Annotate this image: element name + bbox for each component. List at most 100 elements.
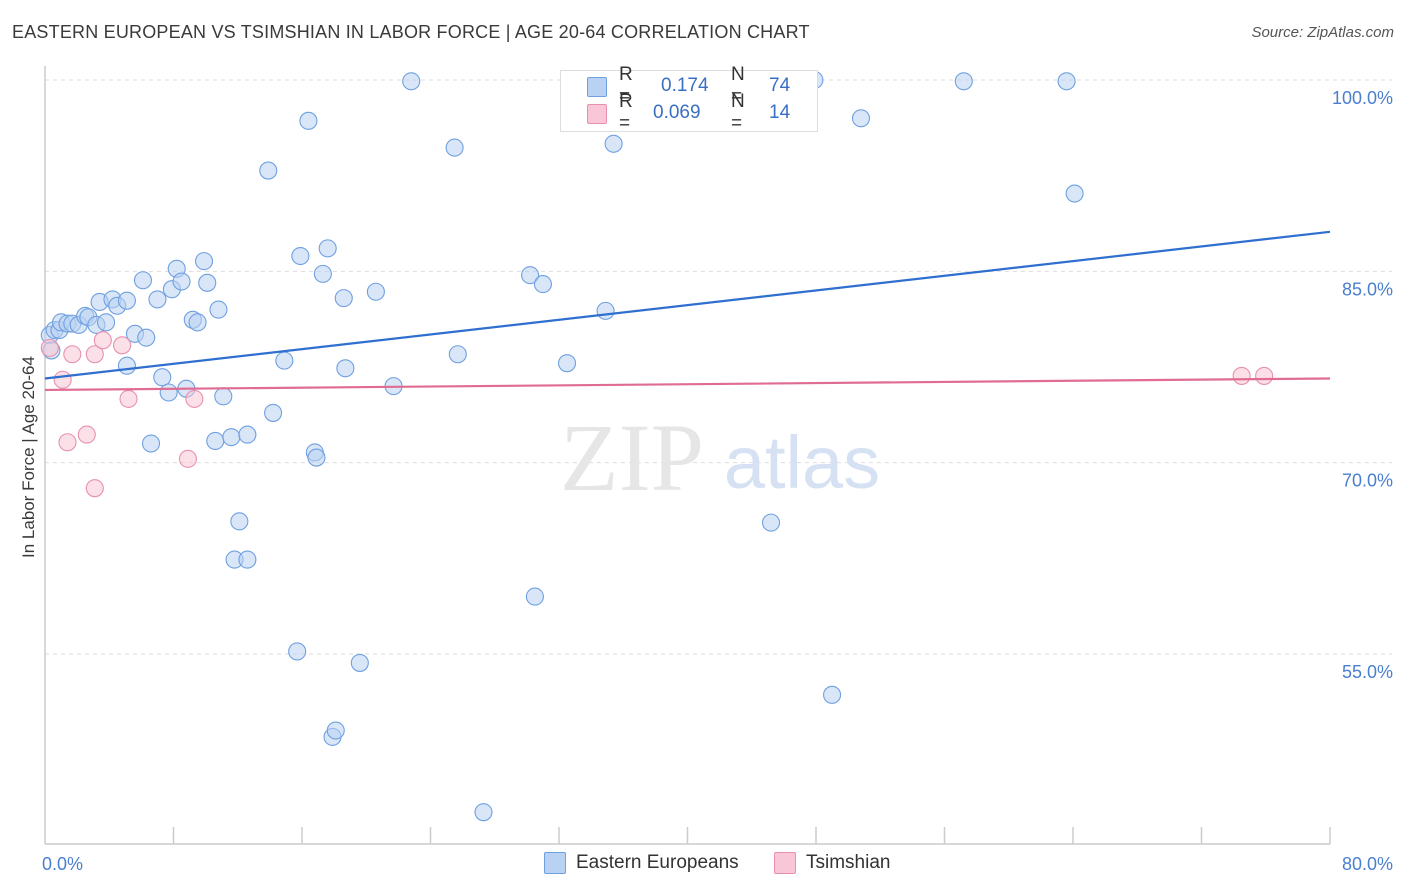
legend-r-value: 0.174 (661, 75, 709, 96)
eastern-europeans-point (299, 111, 318, 130)
legend-r-value: 0.069 (653, 102, 701, 123)
y-tick-label: 85.0% (1342, 279, 1393, 299)
eastern-europeans-point (604, 134, 623, 153)
y-axis-label: In Labor Force | Age 20-64 (19, 356, 38, 558)
eastern-europeans-point (230, 512, 249, 531)
eastern-europeans-point (198, 273, 217, 292)
eastern-europeans-point (117, 291, 136, 310)
tsimshian-point (85, 479, 104, 498)
eastern-europeans-point (533, 275, 552, 294)
legend-swatch-eastern-europeans (544, 852, 566, 874)
eastern-europeans-point (259, 161, 278, 180)
x-tick-label: 80.0% (1342, 854, 1393, 874)
eastern-europeans-point (214, 387, 233, 406)
eastern-europeans-point (1065, 184, 1084, 203)
eastern-europeans-point (148, 290, 167, 309)
tsimshian-point (93, 331, 112, 350)
tsimshian-point (40, 338, 59, 357)
legend-swatch-tsimshian (774, 852, 796, 874)
eastern-europeans-point (288, 642, 307, 661)
eastern-europeans-point (326, 721, 345, 740)
eastern-europeans-point (954, 72, 973, 91)
eastern-europeans-point (525, 587, 544, 606)
legend-item-eastern-europeans: Eastern Europeans (544, 852, 739, 874)
source-credit: Source: ZipAtlas.com (1251, 24, 1394, 41)
tsimshian-point (1255, 366, 1274, 385)
eastern-europeans-point (318, 239, 337, 258)
eastern-europeans-point (141, 434, 161, 453)
legend-swatch-eastern-europeans (587, 77, 607, 97)
chart-title: EASTERN EUROPEAN VS TSIMSHIAN IN LABOR F… (12, 22, 810, 42)
eastern-europeans-point (275, 351, 294, 370)
eastern-europeans-point (238, 550, 257, 569)
eastern-europeans-point (307, 448, 326, 467)
legend-n-value: 14 (769, 102, 791, 123)
axes (44, 66, 1331, 845)
y-tick-label: 70.0% (1342, 471, 1393, 491)
watermark: ZIP atlas (560, 404, 880, 511)
eastern-europeans-point (96, 313, 116, 332)
x-tick-label: 0.0% (42, 854, 83, 874)
eastern-europeans-trend-line (44, 230, 1331, 380)
eastern-europeans-point (823, 685, 842, 704)
eastern-europeans-point (336, 359, 355, 378)
tsimshian-point (58, 433, 77, 452)
tick-labels: 55.0% 70.0% 85.0% 100.0% 0.0% 80.0% (42, 88, 1393, 874)
tsimshian-point (178, 449, 198, 468)
tsimshian-point (113, 336, 132, 355)
eastern-europeans-point (334, 289, 353, 308)
tsimshian-trend-line (44, 377, 1331, 392)
eastern-europeans-point (194, 252, 214, 271)
tsimshian-point (85, 345, 104, 364)
eastern-europeans-point (445, 138, 464, 157)
eastern-europeans-point (153, 368, 172, 387)
tsimshian-point (185, 389, 204, 408)
eastern-europeans-point (238, 425, 257, 444)
eastern-europeans-point (313, 264, 332, 283)
legend-n-label: N = (731, 91, 745, 134)
trend-lines (44, 230, 1331, 392)
eastern-europeans-point (291, 246, 310, 266)
eastern-europeans-point (761, 513, 781, 532)
legend-item-tsimshian: Tsimshian (774, 852, 890, 874)
tsimshian-point (63, 345, 82, 364)
tsimshian-point (77, 425, 96, 444)
y-tick-label: 100.0% (1332, 88, 1393, 108)
watermark-atlas: atlas (724, 421, 880, 504)
eastern-europeans-point (133, 271, 153, 290)
correlation-legend: R = 0.174 N = 74 R = 0.069 N = 14 (560, 64, 818, 134)
eastern-europeans-point (557, 354, 577, 373)
eastern-europeans-point (264, 403, 283, 422)
eastern-europeans-point (851, 109, 871, 128)
legend-label-eastern-europeans: Eastern Europeans (576, 852, 739, 873)
eastern-europeans-point (209, 300, 228, 319)
eastern-europeans-point (474, 803, 493, 822)
eastern-europeans-point (172, 272, 191, 291)
watermark-zip: ZIP (560, 404, 704, 511)
legend-r-label: R = (619, 64, 633, 107)
legend-label-tsimshian: Tsimshian (806, 852, 891, 873)
eastern-europeans-point (159, 383, 178, 402)
tsimshian-point (53, 370, 72, 389)
tsimshian-point (1232, 366, 1251, 385)
eastern-europeans-point (117, 356, 136, 375)
tsimshian-point (119, 389, 138, 408)
legend-swatch-tsimshian (587, 104, 607, 124)
eastern-europeans-point (448, 345, 467, 364)
legend-r-label: R = (619, 91, 633, 134)
eastern-europeans-point (222, 428, 241, 447)
eastern-europeans-point (188, 313, 207, 332)
gridlines (45, 79, 1392, 655)
eastern-europeans-point (350, 653, 369, 672)
eastern-europeans-point (137, 328, 156, 347)
legend-n-label: N = (731, 64, 745, 107)
legend-n-value: 74 (769, 75, 791, 96)
eastern-europeans-point (521, 266, 540, 285)
eastern-europeans-point (206, 431, 225, 451)
eastern-europeans-point (1057, 72, 1076, 91)
y-tick-label: 55.0% (1342, 662, 1393, 682)
eastern-europeans-point (402, 72, 421, 91)
eastern-europeans-point (596, 301, 615, 320)
data-points (40, 70, 1274, 822)
